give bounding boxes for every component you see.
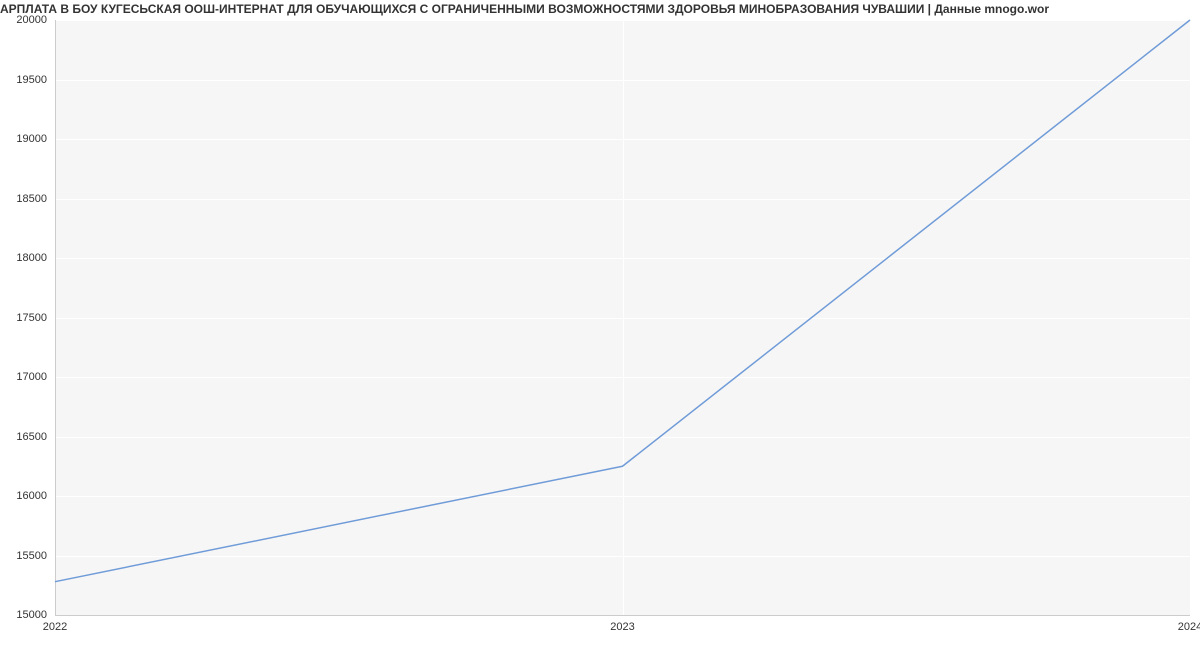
chart-container: АРПЛАТА В БОУ КУГЕСЬСКАЯ ООШ-ИНТЕРНАТ ДЛ…	[0, 0, 1200, 650]
series-line	[0, 0, 1200, 650]
